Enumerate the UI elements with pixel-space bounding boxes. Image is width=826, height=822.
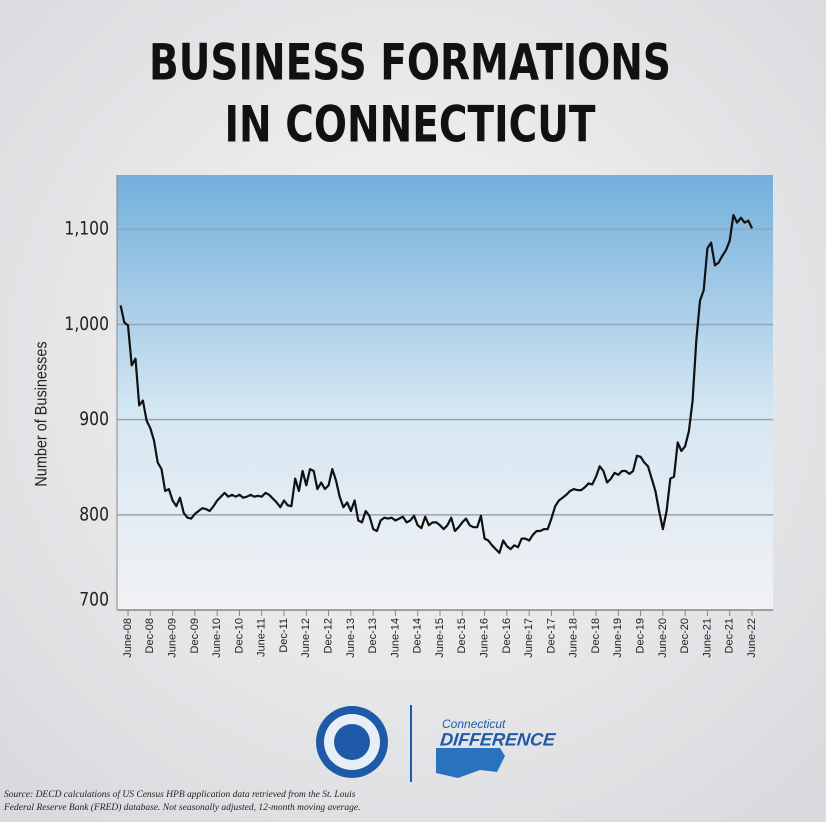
x-tick-label: June-21 (701, 618, 713, 658)
x-tick-label: Dec-20 (679, 618, 691, 653)
x-tick-label: Dec-08 (144, 618, 156, 653)
x-tick-label: Dec-15 (456, 618, 468, 653)
x-tick-label: June-13 (345, 618, 357, 658)
x-tick-label: June-20 (657, 618, 669, 658)
x-tick-label: Dec-17 (545, 618, 557, 653)
x-tick-label: Dec-21 (724, 618, 736, 653)
x-tick-label: Dec-18 (590, 618, 602, 653)
data-line (119, 213, 753, 554)
x-tick-label: Dec-09 (189, 618, 201, 653)
x-tick-label: June-18 (568, 618, 580, 658)
y-tick: 700 (79, 589, 109, 611)
y-tick-label: 700 (79, 589, 109, 611)
state-shape (436, 748, 505, 778)
y-tick-label: 900 (79, 409, 109, 431)
x-tick-label: Dec-16 (501, 618, 513, 653)
x-tick-label: Dec-11 (278, 618, 290, 653)
y-tick: 1,100 (64, 218, 109, 240)
y-tick-label: 1,100 (64, 218, 109, 240)
x-tick-label: June-14 (389, 618, 401, 658)
x-tick-label: June-16 (478, 618, 490, 658)
brand-text: DIFFERENCE (439, 730, 557, 750)
brand-text: Connecticut (442, 717, 506, 731)
x-tick-label: June-08 (122, 618, 134, 658)
x-tick-label: Dec-19 (634, 618, 646, 653)
x-tick-label: Dec-12 (322, 618, 334, 653)
state-seal-center (334, 724, 370, 760)
x-tick-label: June-12 (300, 618, 312, 658)
x-tick-label: June-10 (211, 618, 223, 658)
x-tick-label: June-09 (167, 618, 179, 658)
x-tick-label: June-17 (523, 618, 535, 658)
plot-area (117, 175, 773, 610)
chart-title: BUSINESS FORMATIONS (149, 33, 671, 92)
y-tick-label: 800 (79, 504, 109, 526)
x-tick-label: June-22 (746, 618, 758, 658)
x-tick-label: Dec-13 (367, 618, 379, 653)
source-note: Federal Reserve Bank (FRED) database. No… (3, 802, 360, 813)
y-tick-label: 1,000 (64, 314, 109, 336)
x-tick-label: Dec-10 (233, 618, 245, 653)
chart-title: IN CONNECTICUT (225, 95, 596, 154)
y-tick: 900 (79, 409, 109, 431)
x-tick-label: June-15 (434, 618, 446, 658)
x-tick-label: Dec-14 (412, 618, 424, 653)
y-tick: 800 (79, 504, 109, 526)
x-tick-label: June-11 (256, 618, 268, 657)
source-note: Source: DECD calculations of US Census H… (4, 789, 356, 800)
x-tick-label: June-19 (612, 618, 624, 658)
y-axis-label: Number of Businesses (32, 341, 50, 486)
y-tick: 1,000 (64, 314, 109, 336)
